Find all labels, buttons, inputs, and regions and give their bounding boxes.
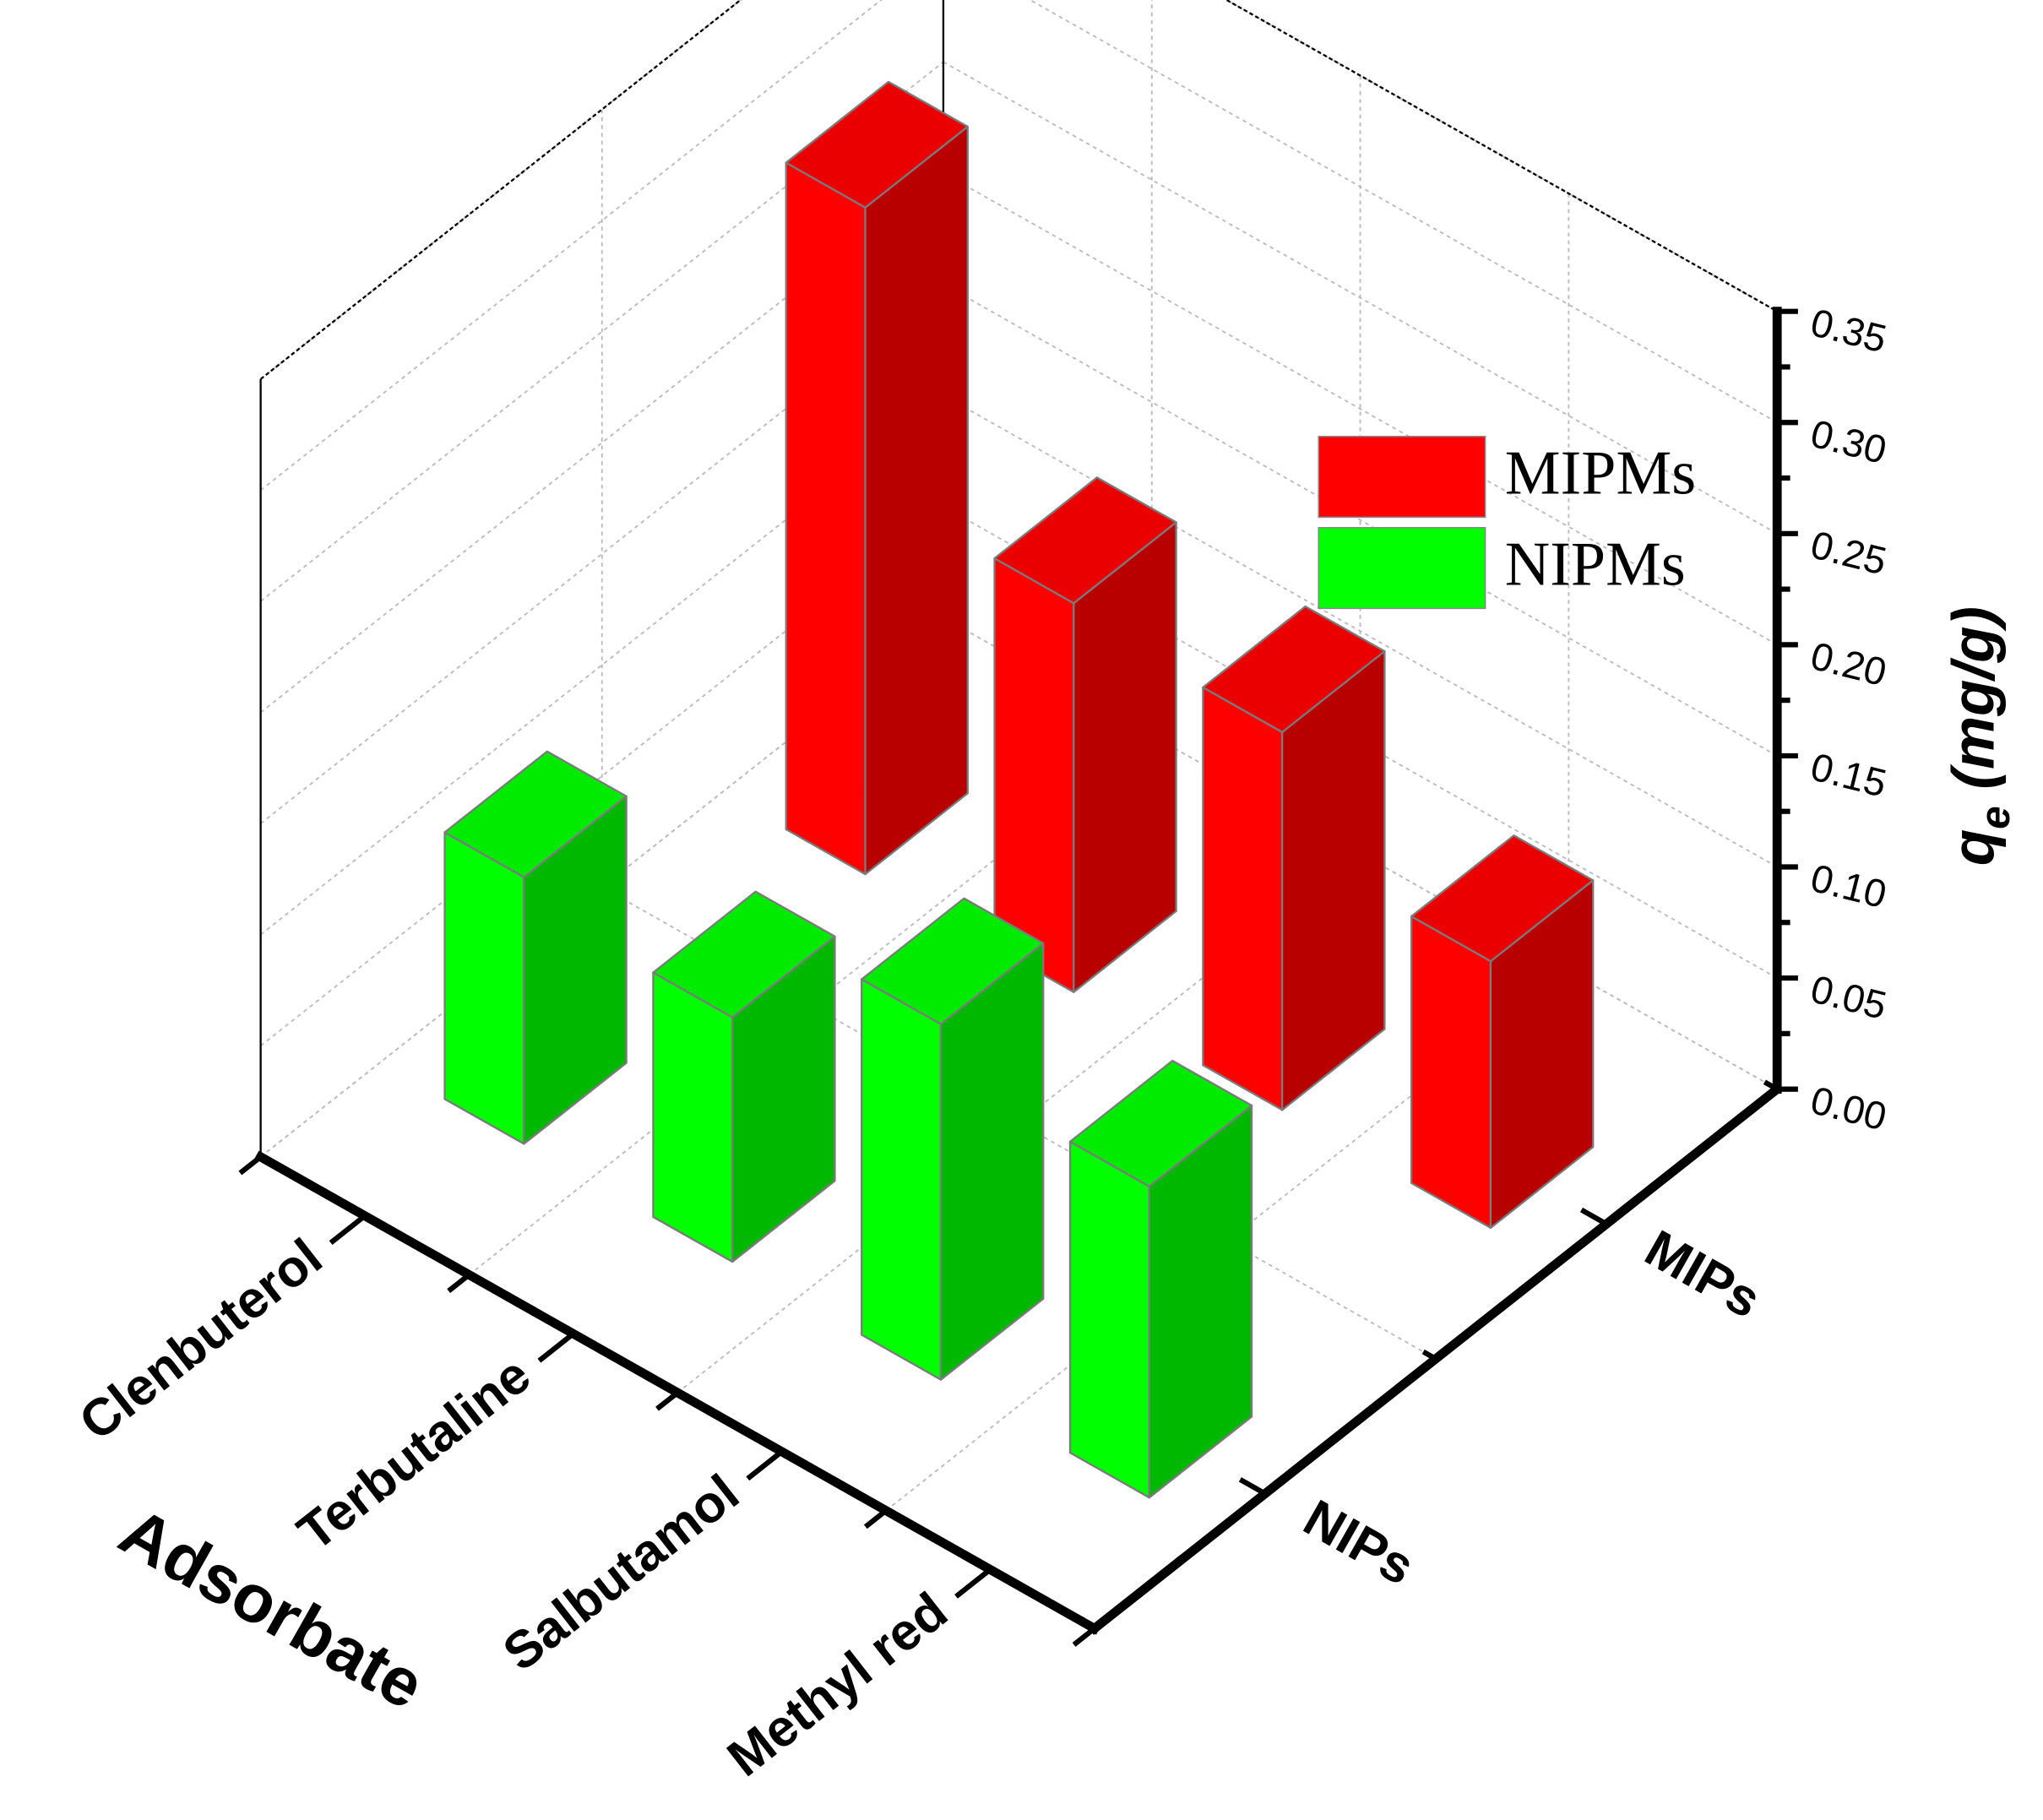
depth-minor-tick xyxy=(1080,1619,1096,1631)
bar-top xyxy=(1410,834,1595,963)
z-title-main: q xyxy=(1940,829,2007,866)
bar xyxy=(443,750,628,1145)
bar xyxy=(785,80,969,876)
legend-label: MIPMs xyxy=(1505,439,1696,508)
depth-tick xyxy=(1579,1207,1608,1226)
x-tick-label: Terbutaline xyxy=(287,1345,541,1562)
x-tick xyxy=(329,1214,367,1245)
grid-line xyxy=(943,172,1778,646)
bar-top xyxy=(652,890,836,1019)
bar-front xyxy=(652,971,734,1263)
grid-line xyxy=(943,283,1778,757)
z-tick-label: 0.05 xyxy=(1807,967,1891,1028)
z-tick-label: 0.10 xyxy=(1807,856,1891,916)
bar xyxy=(652,890,836,1263)
x-tick-label: Clenbuterol xyxy=(69,1228,334,1452)
bar-front xyxy=(1202,686,1284,1111)
bar xyxy=(861,897,1045,1381)
depth-minor-tick xyxy=(1421,1349,1437,1361)
frame xyxy=(259,0,742,380)
bar-front xyxy=(1410,915,1492,1230)
bar xyxy=(1068,1059,1253,1499)
z-tick-label: 0.20 xyxy=(1807,633,1891,694)
bar-front xyxy=(1068,1140,1150,1499)
z-axis-title: qe (mg/g) xyxy=(1940,606,2019,866)
legend-swatch xyxy=(1318,526,1486,610)
depth-tick-label: NIPs xyxy=(1294,1489,1423,1597)
depth-minor-tick xyxy=(1763,1079,1779,1092)
frame xyxy=(1225,0,1778,312)
bars xyxy=(443,80,1595,1499)
legend-swatch xyxy=(1318,435,1486,519)
x-minor-tick xyxy=(1072,1626,1096,1647)
x-tick xyxy=(746,1449,784,1481)
bar-top xyxy=(993,476,1177,605)
x-minor-tick xyxy=(447,1273,471,1294)
bar xyxy=(993,476,1177,993)
z-tick-label: 0.15 xyxy=(1807,744,1891,805)
legend: MIPMs NIPMs xyxy=(1318,435,1696,610)
x-minor-tick xyxy=(238,1154,263,1176)
z-tick-label: 0.35 xyxy=(1807,300,1891,361)
z-tick-label: 0.30 xyxy=(1807,411,1891,472)
x-axis-title: Adsorbate xyxy=(108,1492,437,1724)
z-tick-label: 0.00 xyxy=(1807,1078,1891,1138)
bar xyxy=(1410,834,1595,1230)
bar-top xyxy=(861,897,1045,1025)
x-tick-label: Methyl red xyxy=(717,1582,959,1788)
z-title-unit: (mg/g) xyxy=(1940,606,2007,806)
bar-side xyxy=(864,125,969,876)
depth-tick-label: MIPs xyxy=(1636,1219,1770,1329)
legend-label: NIPMs xyxy=(1505,530,1686,600)
depth-tick xyxy=(1238,1477,1267,1497)
bar xyxy=(1202,605,1386,1111)
x-minor-tick xyxy=(863,1508,888,1529)
bar-front xyxy=(861,978,943,1381)
bar-top xyxy=(443,750,628,878)
x-minor-tick xyxy=(655,1390,680,1411)
bar-top xyxy=(1068,1059,1253,1187)
x-tick xyxy=(537,1331,575,1363)
bar-side xyxy=(1073,521,1177,993)
bar-top xyxy=(1202,605,1386,734)
x-tick-label: Salbutamol xyxy=(492,1464,749,1682)
x-tick xyxy=(954,1567,992,1599)
bar-front xyxy=(785,161,867,876)
z-tick-label: 0.25 xyxy=(1807,522,1891,583)
bar-top xyxy=(785,80,969,209)
bar-front xyxy=(443,831,525,1145)
z-title-sub: e xyxy=(1972,806,2019,829)
